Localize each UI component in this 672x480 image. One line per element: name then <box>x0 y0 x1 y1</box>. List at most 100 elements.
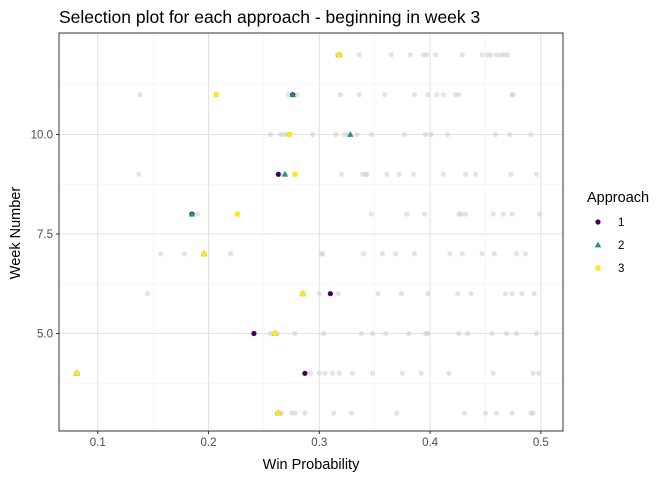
series-3-point <box>286 131 292 137</box>
series-3-point <box>213 92 219 98</box>
series-1-point <box>251 330 257 337</box>
background-point <box>181 251 187 257</box>
background-point <box>509 211 515 217</box>
background-point <box>509 410 515 416</box>
background-point <box>277 131 284 138</box>
chart-title: Selection plot for each approach - begin… <box>59 7 480 27</box>
background-point <box>519 291 525 297</box>
series-1-point <box>302 370 308 376</box>
background-point <box>425 92 431 98</box>
background-point <box>533 171 540 177</box>
background-point <box>433 52 439 58</box>
background-point <box>337 92 343 98</box>
y-tick-label: 10.0 <box>31 129 53 141</box>
background-point <box>491 251 497 257</box>
background-point <box>333 131 339 138</box>
background-point <box>407 52 413 58</box>
background-point <box>369 330 376 337</box>
background-point <box>394 410 400 416</box>
background-point <box>489 330 495 337</box>
background-point <box>321 330 327 337</box>
background-point <box>399 370 405 376</box>
series-3-point <box>234 211 240 217</box>
background-point <box>537 211 543 217</box>
series-2-point <box>289 91 296 98</box>
background-point <box>349 370 356 376</box>
background-point <box>320 251 326 257</box>
background-point <box>482 410 489 416</box>
background-point <box>528 131 534 138</box>
x-tick-label: 0.1 <box>90 437 106 449</box>
background-point <box>368 131 374 138</box>
background-point <box>459 52 465 58</box>
legend-label-3: 3 <box>618 263 624 275</box>
background-point <box>502 291 508 297</box>
x-tick-label: 0.3 <box>311 437 327 449</box>
background-point <box>492 131 499 138</box>
background-point <box>411 251 418 257</box>
background-point <box>513 251 520 257</box>
background-point <box>410 171 417 177</box>
background-point <box>348 410 355 416</box>
series-3-point <box>336 52 342 58</box>
x-tick-label: 0.4 <box>422 437 439 449</box>
background-point <box>302 410 308 416</box>
legend-label-2: 2 <box>618 240 624 252</box>
x-tick-label: 0.2 <box>201 437 217 449</box>
background-point <box>513 330 520 337</box>
background-point <box>421 211 428 217</box>
series-2-point <box>347 131 354 137</box>
axes: 0.1 0.2 0.3 0.4 0.5 5.0 7.5 10.0 <box>31 129 549 449</box>
background-point <box>404 211 410 217</box>
background-point <box>411 92 418 98</box>
background-point <box>379 251 386 257</box>
background-point <box>507 131 513 138</box>
legend-key-1 <box>595 219 601 225</box>
background-point <box>428 131 434 138</box>
background-point <box>479 52 485 58</box>
background-point <box>336 370 342 376</box>
background-point <box>530 410 536 416</box>
background-point <box>358 330 364 337</box>
background-point <box>322 370 328 376</box>
background-point <box>468 291 474 297</box>
background-point <box>456 330 462 337</box>
series-1-point <box>275 171 281 177</box>
series-1-point <box>327 291 333 297</box>
background-point <box>434 92 440 98</box>
background-point <box>307 370 314 376</box>
background-point <box>490 211 496 217</box>
legend-key-3 <box>595 265 601 271</box>
background-point <box>510 92 516 98</box>
background-point <box>194 211 201 217</box>
y-tick-label: 7.5 <box>37 229 53 241</box>
background-point <box>493 410 500 416</box>
series-points <box>73 51 354 416</box>
background-point <box>136 171 142 177</box>
background-point <box>418 370 424 376</box>
background-point <box>424 52 430 58</box>
legend-key-2 <box>594 241 602 248</box>
y-tick-label: 5.0 <box>37 328 53 340</box>
background-point <box>423 131 429 138</box>
background-point <box>440 171 446 177</box>
series-2-point <box>281 170 289 177</box>
background-point <box>228 251 234 257</box>
background-point <box>465 330 471 337</box>
background-point <box>458 211 464 217</box>
background-point <box>402 131 408 138</box>
background-point <box>440 92 446 98</box>
background-point <box>382 92 388 98</box>
background-point <box>393 251 399 257</box>
background-point <box>445 131 451 138</box>
background-point <box>536 370 542 376</box>
panel-border <box>58 32 564 432</box>
background-point <box>462 211 469 217</box>
background-point <box>137 92 143 98</box>
background-point <box>455 291 461 297</box>
series-3-point <box>74 370 80 376</box>
background-point <box>488 52 494 58</box>
panel-background <box>59 33 563 431</box>
background-point <box>335 291 341 297</box>
